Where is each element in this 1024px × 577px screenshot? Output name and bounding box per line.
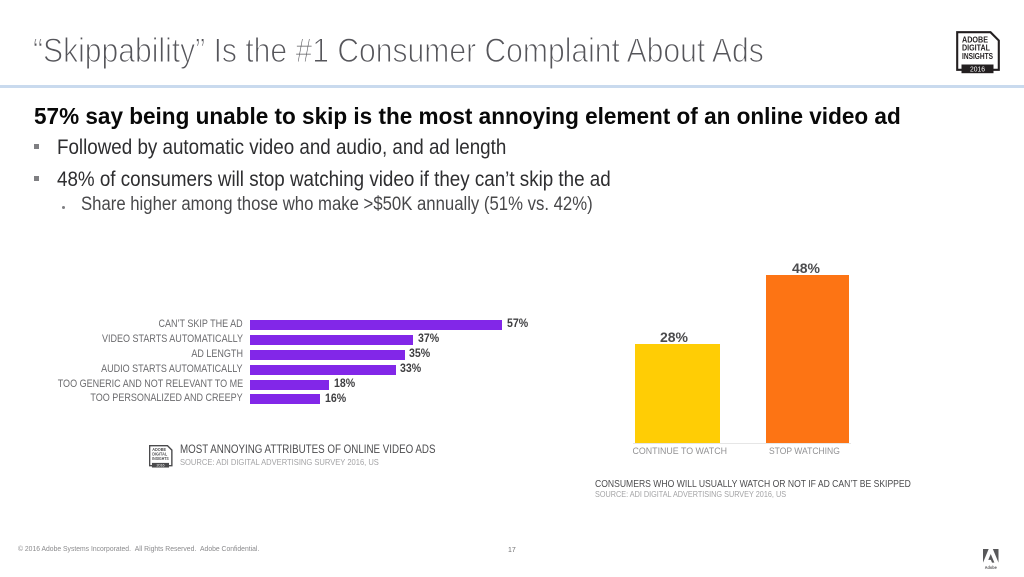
svg-text:ADOBE: ADOBE <box>152 447 166 452</box>
svg-text:2016: 2016 <box>970 66 985 73</box>
svg-text:INSIGHTS: INSIGHTS <box>962 52 994 61</box>
svg-text:DIGITAL: DIGITAL <box>962 44 990 53</box>
svg-text:DIGITAL: DIGITAL <box>152 451 167 456</box>
svg-text:Adobe: Adobe <box>985 565 997 571</box>
svg-text:2016: 2016 <box>156 463 164 467</box>
svg-text:INSIGHTS: INSIGHTS <box>152 456 169 461</box>
svg-text:ADOBE: ADOBE <box>962 36 989 45</box>
